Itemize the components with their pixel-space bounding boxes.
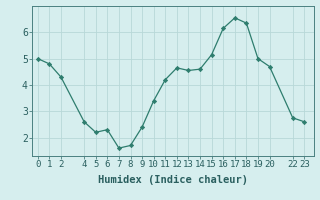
- X-axis label: Humidex (Indice chaleur): Humidex (Indice chaleur): [98, 175, 248, 185]
